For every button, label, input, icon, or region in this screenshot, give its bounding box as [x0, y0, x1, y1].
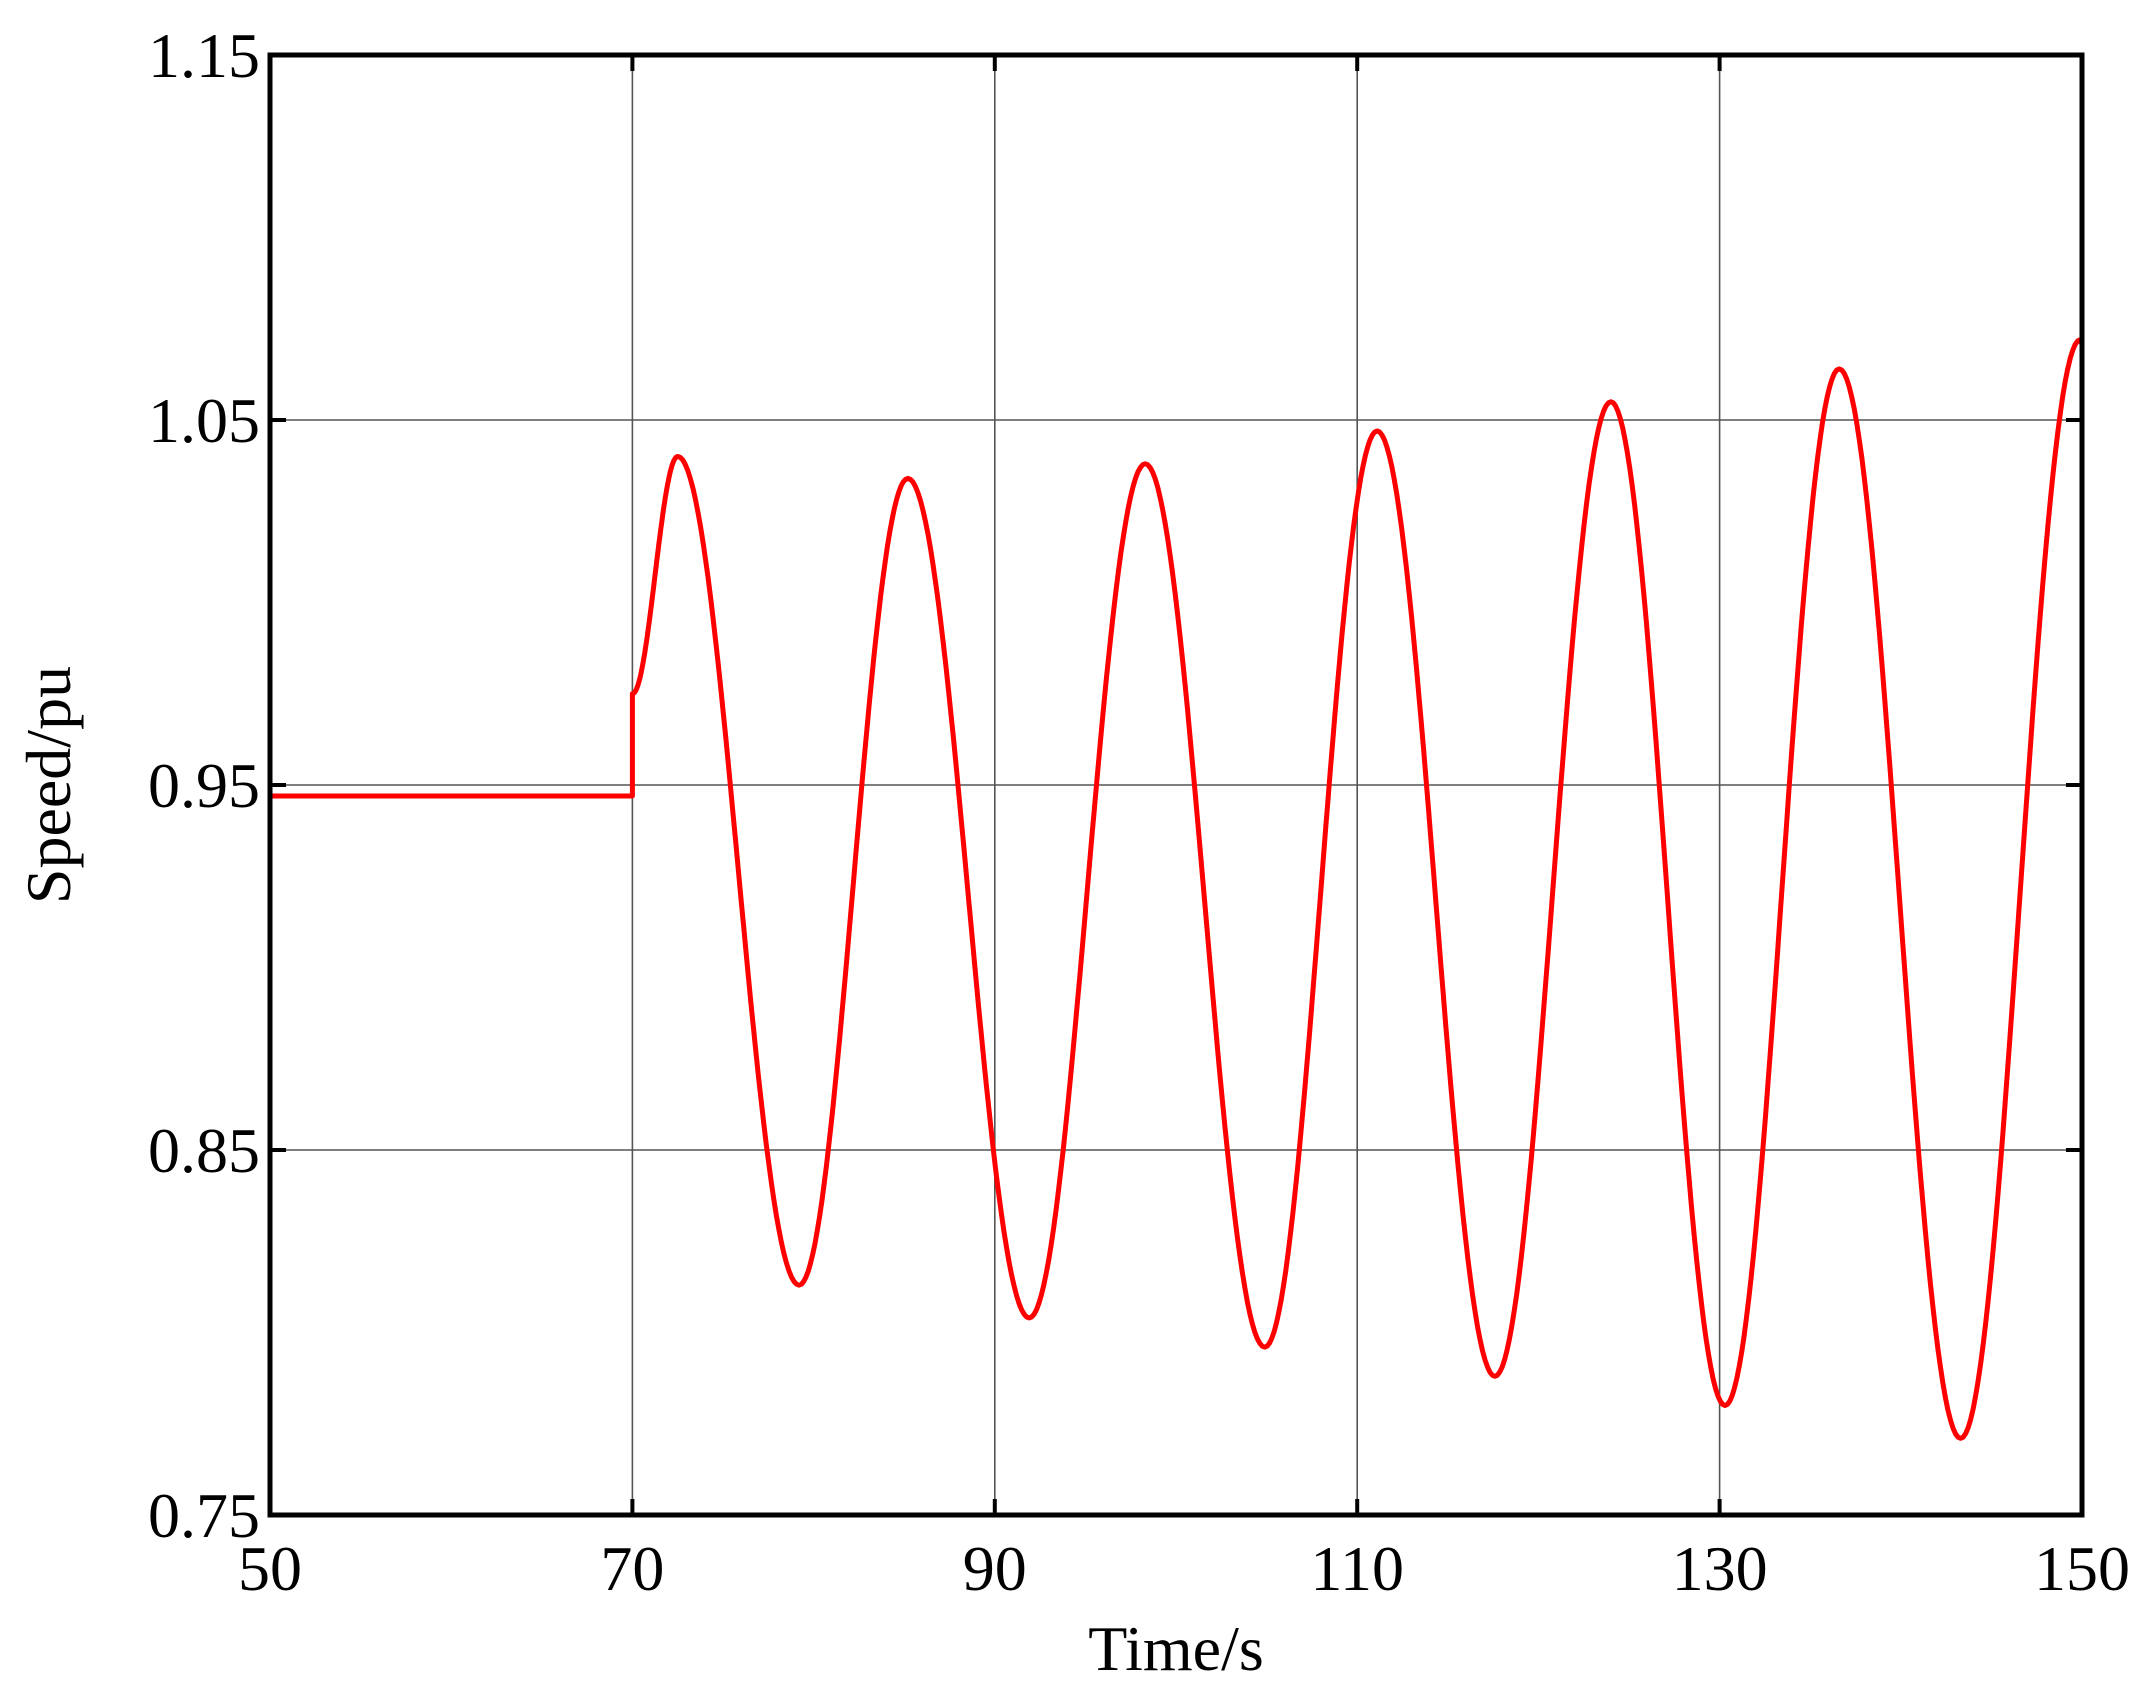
y-axis-label: Speed/pu [13, 666, 84, 904]
y-tick-label: 1.15 [148, 20, 260, 91]
x-tick-label: 70 [600, 1533, 664, 1604]
x-tick-label: 130 [1672, 1533, 1768, 1604]
x-tick-label: 90 [963, 1533, 1027, 1604]
y-tick-label: 0.85 [148, 1115, 260, 1186]
x-tick-label: 50 [238, 1533, 302, 1604]
grid-lines [270, 55, 2082, 1515]
y-tick-label: 0.75 [148, 1480, 260, 1551]
x-axis-label: Time/s [1088, 1613, 1264, 1684]
x-tick-label: 150 [2034, 1533, 2130, 1604]
y-tick-labels: 0.75 0.85 0.95 1.05 1.15 [148, 20, 260, 1551]
y-tick-label: 1.05 [148, 385, 260, 456]
x-tick-label: 110 [1310, 1533, 1404, 1604]
speed-series-line [270, 337, 2085, 1441]
series-layer [270, 337, 2085, 1441]
x-tick-labels: 50 70 90 110 130 150 [238, 1533, 2130, 1604]
y-tick-label: 0.95 [148, 750, 260, 821]
tick-marks [268, 53, 2084, 1517]
